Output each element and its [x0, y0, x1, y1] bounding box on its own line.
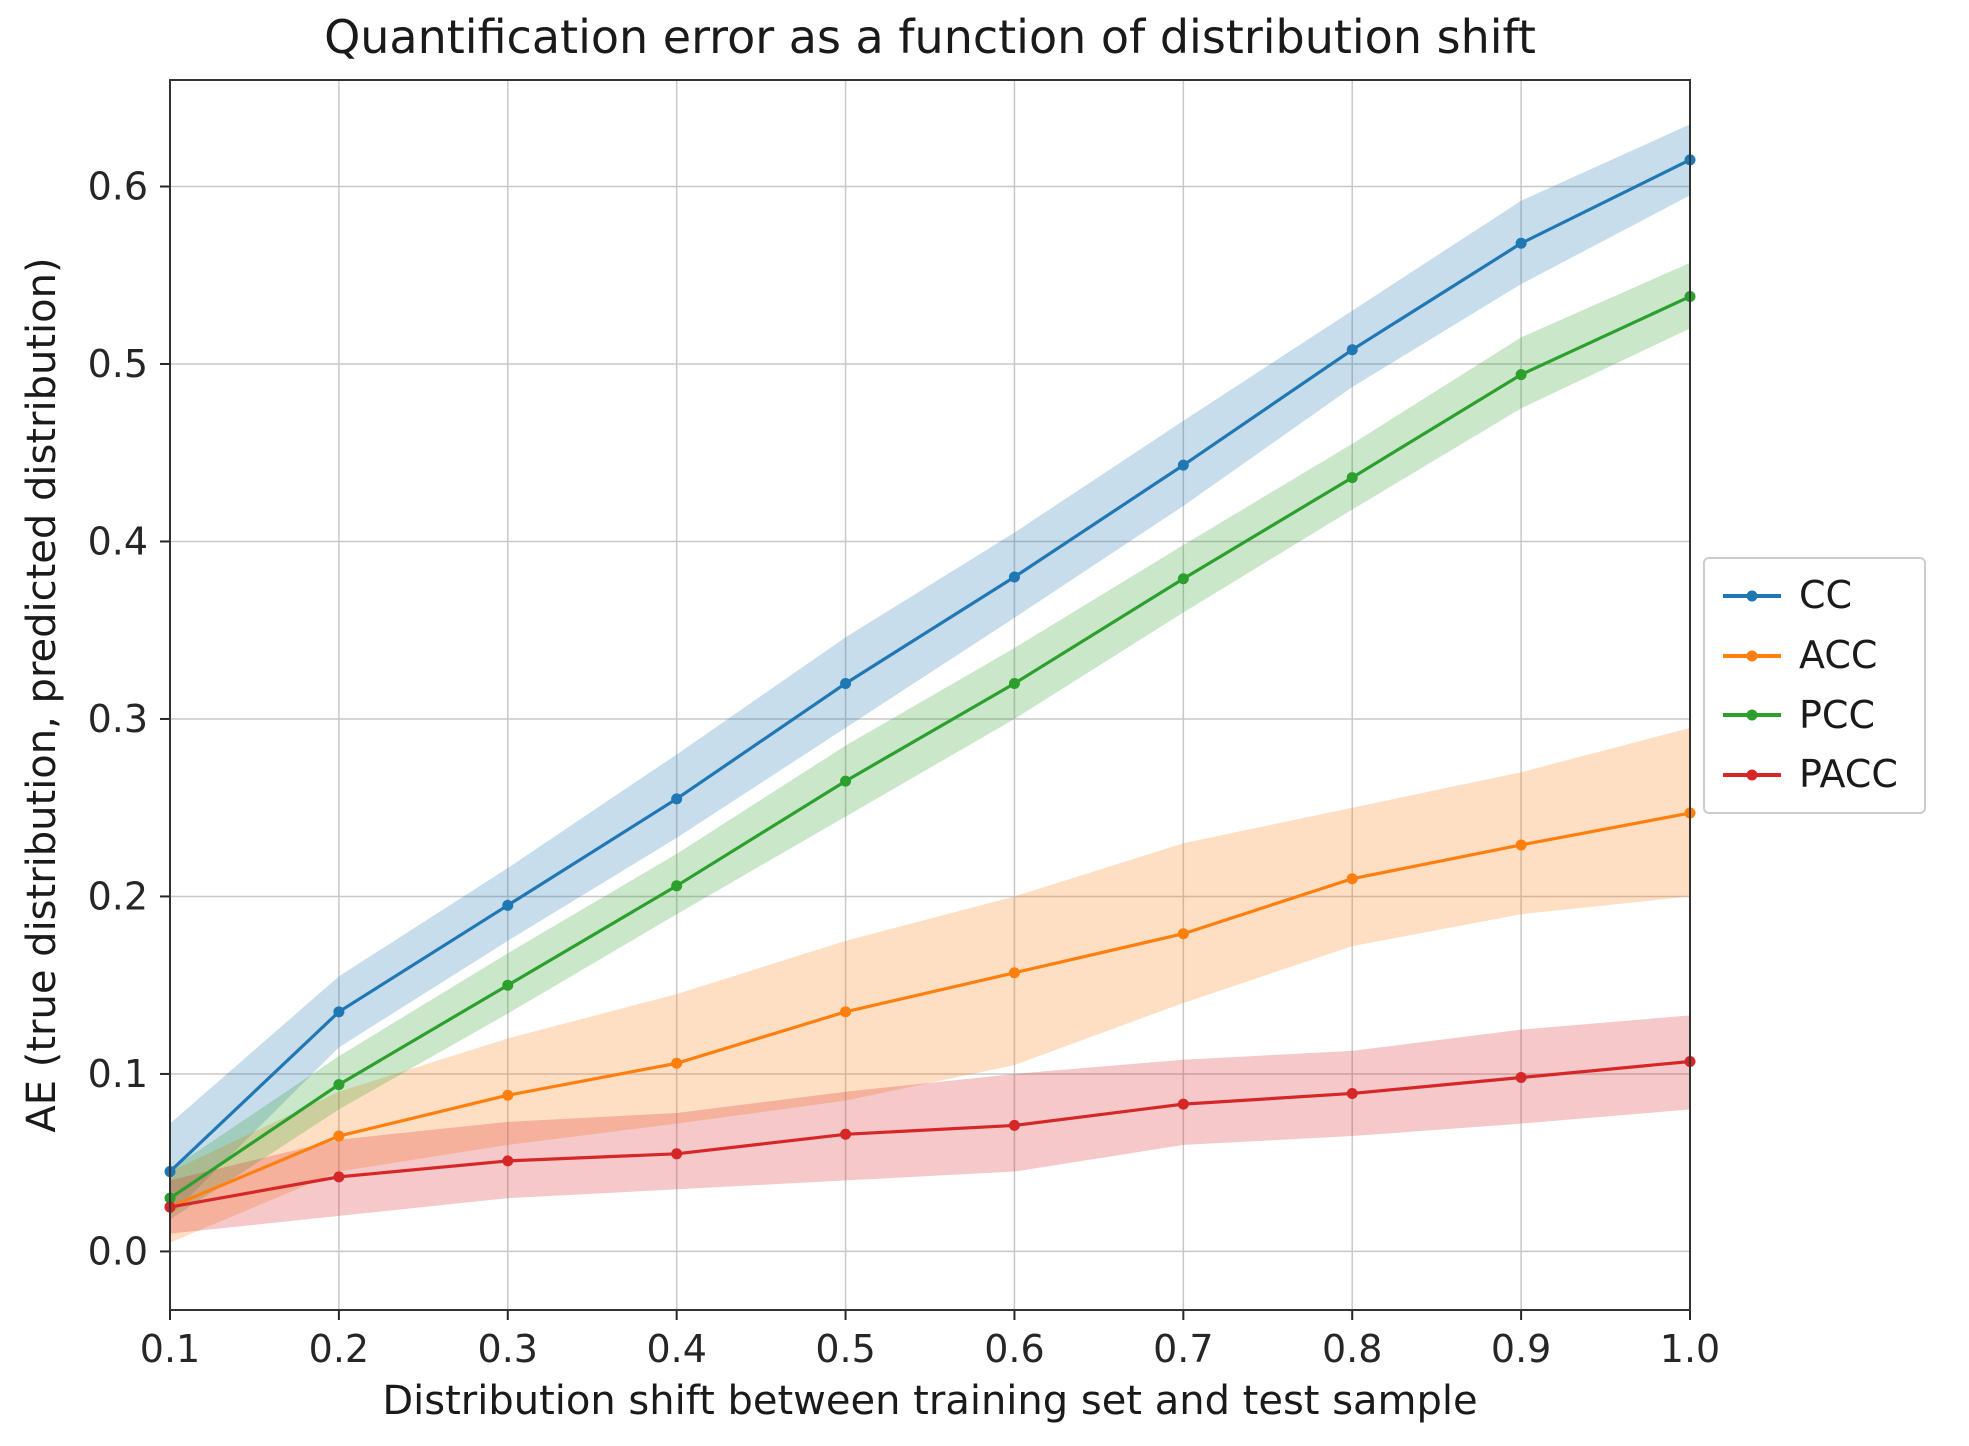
- x-tick-label: 0.8: [1322, 1327, 1382, 1371]
- marker-ACC: [1008, 967, 1020, 979]
- marker-ACC: [502, 1089, 514, 1101]
- marker-PCC: [1346, 472, 1358, 484]
- y-tick-label: 0.4: [88, 519, 148, 563]
- marker-CC: [1346, 344, 1358, 356]
- marker-PACC: [1008, 1119, 1020, 1131]
- legend-marker-icon: [1746, 769, 1758, 781]
- y-tick-label: 0.0: [88, 1229, 148, 1273]
- x-tick-label: 1.0: [1660, 1327, 1720, 1371]
- chart-title: Quantification error as a function of di…: [324, 10, 1536, 64]
- marker-PCC: [671, 880, 683, 892]
- marker-CC: [1177, 459, 1189, 471]
- legend-line-icon: [1723, 650, 1781, 662]
- x-tick-label: 0.9: [1491, 1327, 1551, 1371]
- legend-label: PCC: [1799, 692, 1875, 737]
- marker-ACC: [1346, 873, 1358, 885]
- legend-marker-icon: [1746, 650, 1758, 662]
- line-PACC: [169, 1059, 1691, 1209]
- marker-PCC: [1008, 677, 1020, 689]
- legend-line-icon: [1723, 590, 1781, 602]
- x-tick-label: 0.3: [478, 1327, 538, 1371]
- marker-PACC: [333, 1171, 345, 1183]
- marker-PCC: [502, 979, 514, 991]
- x-axis-label: Distribution shift between training set …: [382, 1378, 1478, 1424]
- band-PACC: [170, 1015, 1690, 1234]
- marker-ACC: [333, 1130, 345, 1142]
- marker-CC: [671, 793, 683, 805]
- legend-line-icon: [1723, 769, 1781, 781]
- marker-PCC: [333, 1079, 345, 1091]
- marker-PACC: [502, 1155, 514, 1167]
- legend-label: ACC: [1799, 632, 1878, 677]
- band-CC: [170, 124, 1690, 1216]
- marker-PCC: [840, 775, 852, 787]
- plot-border: [169, 79, 1691, 1311]
- marker-CC: [502, 899, 514, 911]
- legend-item-cc: CC: [1723, 573, 1898, 617]
- legend-line-icon: [1723, 709, 1781, 721]
- legend-item-pcc: PCC: [1723, 692, 1898, 737]
- y-tick-label: 0.2: [88, 874, 148, 918]
- legend-label: PACC: [1799, 752, 1898, 797]
- legend-marker-icon: [1746, 709, 1758, 721]
- marker-PACC: [1177, 1098, 1189, 1110]
- band-ACC: [170, 727, 1690, 1243]
- legend-item-acc: ACC: [1723, 632, 1898, 677]
- y-tick-label: 0.3: [88, 697, 148, 741]
- y-tick-label: 0.1: [88, 1052, 148, 1096]
- x-tick-label: 0.2: [309, 1327, 369, 1371]
- marker-ACC: [671, 1057, 683, 1069]
- marker-ACC: [1177, 928, 1189, 940]
- x-tick-label: 0.5: [815, 1327, 875, 1371]
- line-PCC: [169, 295, 1691, 1200]
- legend-item-pacc: PACC: [1723, 754, 1898, 796]
- x-tick-label: 0.7: [1153, 1327, 1213, 1371]
- legend-label: CC: [1799, 573, 1853, 617]
- legend: CC ACC PCC PACC: [1703, 557, 1926, 815]
- x-tick-label: 0.4: [646, 1327, 706, 1371]
- legend-marker-icon: [1746, 590, 1758, 602]
- marker-CC: [333, 1006, 345, 1018]
- y-tick-label: 0.6: [88, 164, 148, 208]
- marker-PCC: [1177, 573, 1189, 585]
- marker-ACC: [840, 1006, 852, 1018]
- x-tick-label: 0.1: [140, 1327, 200, 1371]
- x-tick-label: 0.6: [984, 1327, 1044, 1371]
- line-ACC: [169, 811, 1691, 1209]
- marker-PACC: [671, 1148, 683, 1160]
- line-CC: [168, 158, 1691, 1173]
- y-axis-label: AE (true distribution, predicted distrib…: [19, 257, 65, 1133]
- marker-ACC: [1515, 839, 1527, 851]
- marker-PCC: [1515, 369, 1527, 381]
- marker-CC: [1515, 237, 1527, 249]
- marker-CC: [1008, 571, 1020, 583]
- marker-CC: [840, 677, 852, 689]
- marker-PACC: [840, 1128, 852, 1140]
- y-tick-label: 0.5: [88, 342, 148, 386]
- marker-PACC: [1346, 1087, 1358, 1099]
- marker-PACC: [1515, 1071, 1527, 1083]
